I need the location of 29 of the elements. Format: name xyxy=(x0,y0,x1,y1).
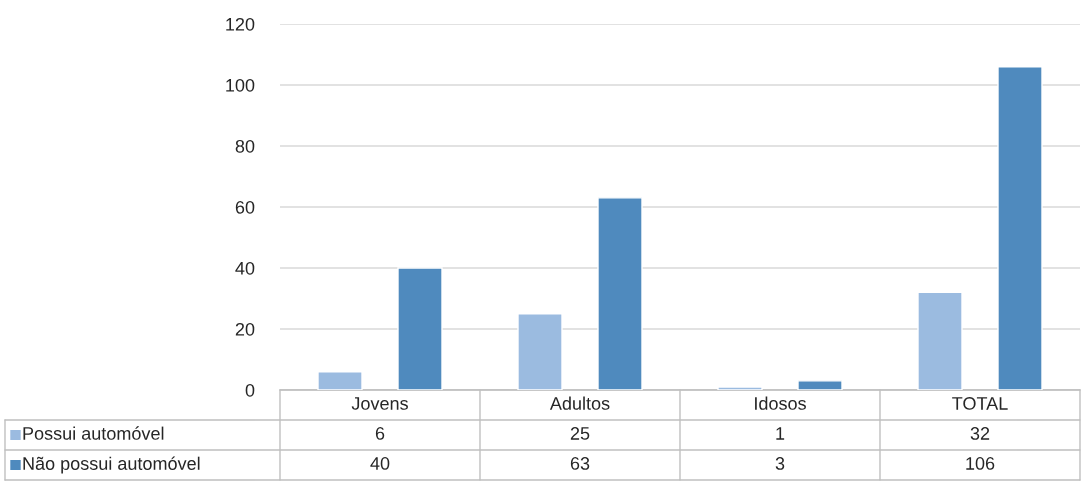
bar xyxy=(517,313,563,390)
y-tick-label: 100 xyxy=(226,78,255,92)
y-tick-label: 120 xyxy=(226,17,255,31)
x-tick-label: Idosos xyxy=(755,396,806,410)
bar xyxy=(317,371,363,390)
x-tick-label: Adultos xyxy=(549,396,610,410)
bar xyxy=(397,267,443,390)
y-tick-label: 80 xyxy=(235,139,255,153)
bar xyxy=(917,291,963,390)
y-tick-label: 0 xyxy=(245,383,255,397)
x-tick-label: TOTAL xyxy=(952,397,1008,410)
y-tick-label: 60 xyxy=(235,200,255,214)
data-label: 106 xyxy=(966,457,995,470)
bar xyxy=(797,380,843,390)
data-label: 3 xyxy=(775,457,785,470)
data-label: 63 xyxy=(570,457,590,470)
x-tick-label: Jovens xyxy=(351,397,408,410)
bar xyxy=(997,66,1043,390)
data-label: 25 xyxy=(570,427,590,440)
data-label: 40 xyxy=(370,457,390,470)
data-label: 32 xyxy=(970,427,990,440)
bar xyxy=(717,386,763,390)
y-tick-label: 40 xyxy=(235,261,255,275)
data-label: 6 xyxy=(375,427,385,440)
bar xyxy=(597,197,643,390)
legend-label: Não possui automóvel xyxy=(23,456,200,474)
legend-label: Possui automóvel xyxy=(23,426,164,440)
data-label: 1 xyxy=(776,427,785,440)
y-tick-label: 20 xyxy=(235,322,255,336)
